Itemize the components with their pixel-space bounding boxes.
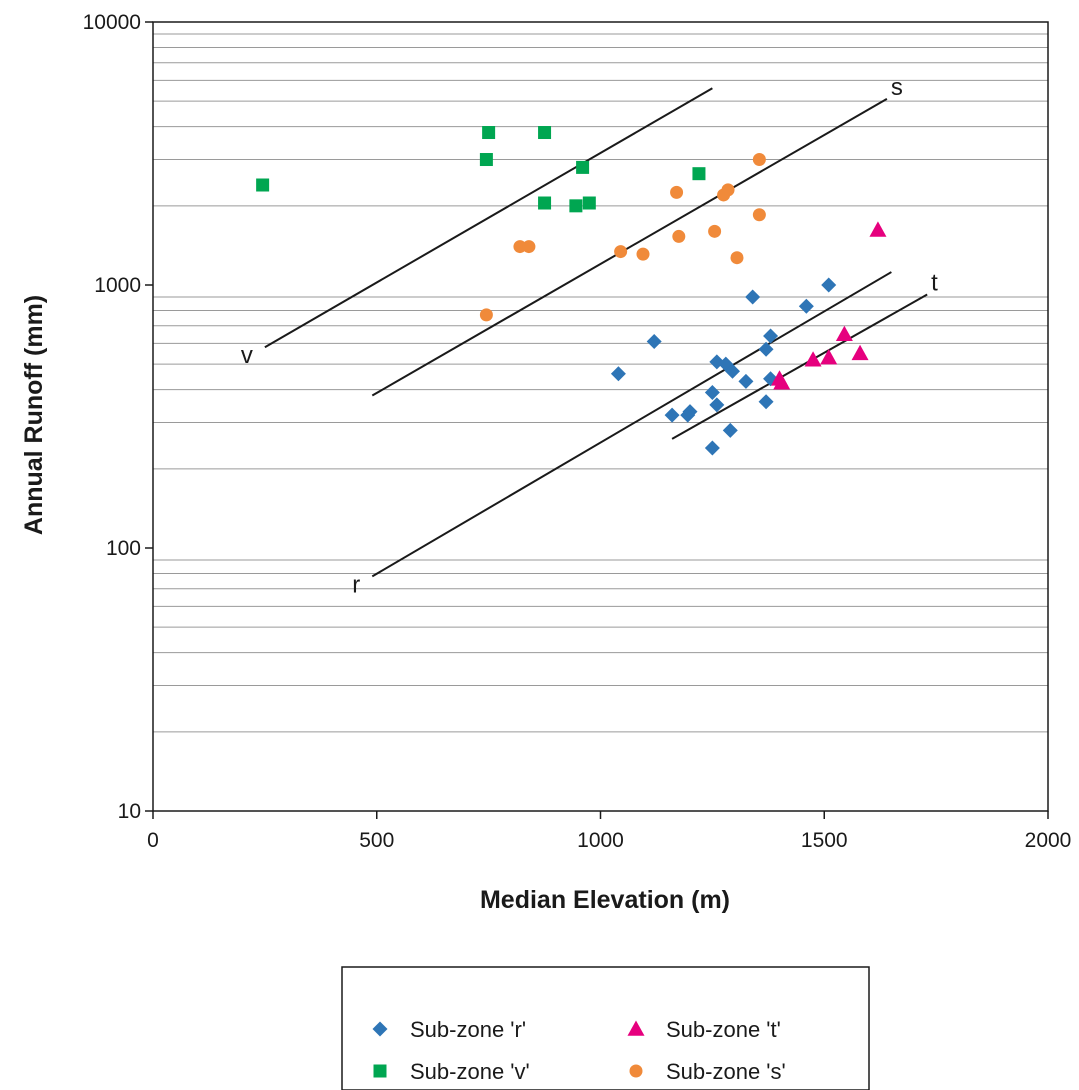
data-point-circle: [670, 185, 684, 199]
data-point-diamond: [704, 440, 720, 456]
data-point-diamond: [798, 298, 814, 314]
x-tick-label: 1000: [577, 829, 624, 852]
reference-line-s: [371, 98, 888, 397]
data-points: [256, 126, 887, 456]
y-tick-label: 10000: [83, 11, 141, 34]
x-tick-label: 0: [147, 829, 159, 852]
data-point-square: [479, 153, 493, 167]
x-tick-label: 500: [359, 829, 394, 852]
data-point-square: [256, 178, 270, 192]
reference-line-label: s: [891, 74, 903, 101]
data-point-triangle: [804, 351, 822, 367]
data-point-circle: [708, 224, 722, 238]
legend-marker-diamond: [372, 1021, 388, 1037]
legend-label: Sub-zone 'r': [410, 1017, 526, 1042]
reference-line-label: r: [352, 571, 360, 598]
data-point-diamond: [745, 289, 761, 305]
data-point-diamond: [664, 407, 680, 423]
grid-lines: [153, 33, 1048, 733]
reference-line-label: v: [241, 342, 253, 369]
data-point-circle: [672, 229, 686, 243]
data-point-diamond: [682, 404, 698, 420]
data-point-diamond: [758, 341, 774, 357]
reference-lines: v s t r: [241, 74, 938, 598]
x-axis-ticks: 0 500 1000 1500 2000: [147, 811, 1071, 852]
legend-items: Sub-zone 'r' Sub-zone 't' Sub-zone 'v' Sub-…: [372, 1017, 786, 1084]
data-point-circle: [752, 153, 766, 167]
data-point-triangle: [820, 349, 838, 365]
data-point-diamond: [646, 333, 662, 349]
data-point-diamond: [758, 394, 774, 410]
data-point-diamond: [704, 385, 720, 401]
plot-area-frame: [152, 21, 1049, 812]
data-point-triangle: [773, 374, 791, 390]
reference-line-t: [671, 293, 928, 440]
legend-box: [341, 966, 870, 1090]
data-point-diamond: [763, 328, 779, 344]
y-tick-label: 100: [106, 537, 141, 560]
data-point-square: [569, 199, 583, 213]
y-tick-label: 1000: [94, 274, 141, 297]
legend-marker-square: [373, 1064, 387, 1078]
data-point-circle: [752, 208, 766, 222]
data-point-diamond: [610, 366, 626, 382]
legend-marker-triangle: [627, 1020, 645, 1036]
data-point-triangle: [869, 221, 887, 237]
x-tick-label: 1500: [801, 829, 848, 852]
data-point-square: [582, 196, 596, 210]
legend-label: Sub-zone 'v': [410, 1059, 530, 1084]
data-point-circle: [522, 240, 536, 254]
data-point-diamond: [709, 397, 725, 413]
data-point-triangle: [851, 344, 869, 361]
data-point-circle: [479, 308, 493, 322]
x-tick-label: 2000: [1025, 829, 1072, 852]
legend: Sub-zone 'r' Sub-zone 't' Sub-zone 'v' Sub-…: [341, 966, 870, 1090]
data-point-square: [482, 126, 496, 140]
data-point-diamond: [722, 422, 738, 438]
data-point-circle: [636, 247, 650, 261]
data-point-circle: [513, 240, 527, 254]
data-point-square: [538, 196, 552, 210]
y-axis-ticks: 10 100 1000 10000: [83, 11, 153, 823]
x-axis-title: Median Elevation (m): [480, 886, 730, 914]
data-point-circle: [730, 251, 744, 265]
legend-label: Sub-zone 's': [666, 1059, 786, 1084]
data-point-diamond: [725, 363, 741, 379]
y-axis-title: Annual Runoff (mm): [20, 295, 48, 535]
data-point-square: [692, 167, 706, 181]
reference-line-r: [371, 271, 892, 578]
reference-line-v: [264, 87, 713, 349]
data-point-circle: [614, 245, 628, 259]
data-point-triangle: [835, 325, 853, 342]
y-tick-label: 10: [118, 800, 141, 823]
data-point-square: [576, 160, 590, 174]
legend-label: Sub-zone 't': [666, 1017, 781, 1042]
data-point-square: [538, 126, 552, 140]
legend-marker-circle: [629, 1064, 643, 1078]
data-point-diamond: [821, 277, 837, 293]
data-point-circle: [721, 183, 735, 197]
reference-line-label: t: [931, 270, 938, 297]
data-point-diamond: [738, 373, 754, 389]
